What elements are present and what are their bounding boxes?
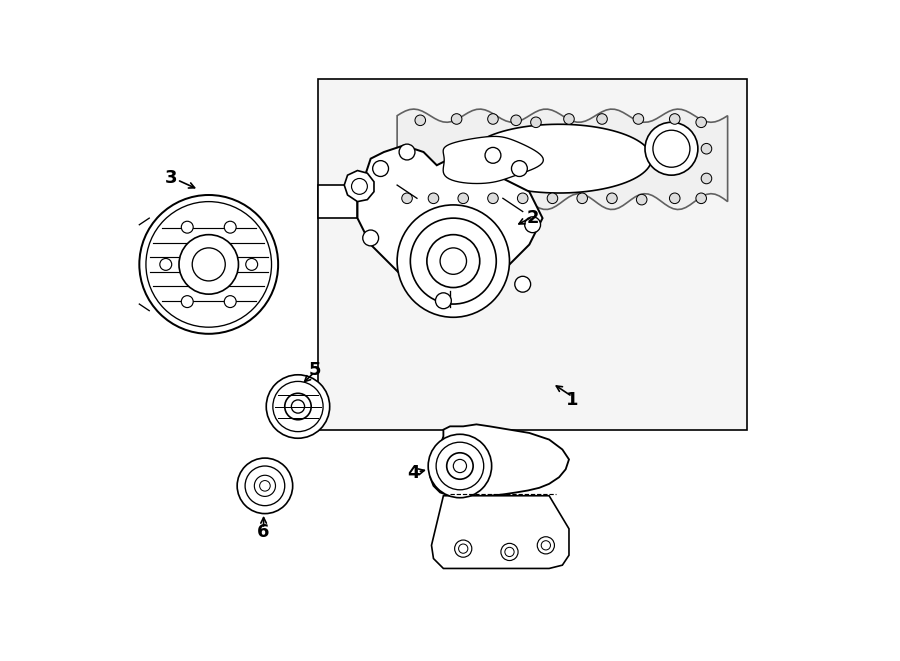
- Circle shape: [577, 193, 588, 204]
- Circle shape: [446, 453, 473, 479]
- Circle shape: [436, 293, 451, 309]
- Circle shape: [146, 202, 272, 327]
- Circle shape: [428, 434, 491, 498]
- Circle shape: [607, 193, 617, 204]
- Circle shape: [363, 230, 379, 246]
- Circle shape: [181, 295, 194, 307]
- Text: 6: 6: [257, 523, 270, 541]
- Polygon shape: [443, 136, 544, 184]
- Circle shape: [485, 147, 501, 163]
- Polygon shape: [318, 79, 747, 430]
- Circle shape: [633, 114, 643, 124]
- Circle shape: [428, 193, 439, 204]
- Circle shape: [399, 144, 415, 160]
- Circle shape: [531, 117, 541, 128]
- Circle shape: [501, 543, 518, 561]
- Circle shape: [179, 235, 239, 294]
- Circle shape: [436, 442, 483, 490]
- Circle shape: [511, 161, 527, 176]
- Circle shape: [140, 195, 278, 334]
- Circle shape: [636, 194, 647, 205]
- Circle shape: [454, 459, 466, 473]
- Polygon shape: [430, 424, 569, 497]
- Polygon shape: [431, 496, 569, 568]
- Circle shape: [415, 115, 426, 126]
- Circle shape: [454, 540, 472, 557]
- Circle shape: [224, 295, 236, 307]
- Circle shape: [537, 537, 554, 554]
- Circle shape: [373, 161, 389, 176]
- Circle shape: [645, 122, 698, 175]
- Circle shape: [563, 114, 574, 124]
- Circle shape: [451, 114, 462, 124]
- Circle shape: [181, 221, 194, 233]
- Circle shape: [160, 258, 172, 270]
- Polygon shape: [318, 185, 357, 218]
- Circle shape: [193, 248, 225, 281]
- Circle shape: [273, 381, 323, 432]
- Circle shape: [245, 466, 284, 506]
- Circle shape: [488, 193, 499, 204]
- Circle shape: [670, 114, 680, 124]
- Circle shape: [458, 193, 469, 204]
- Text: 1: 1: [566, 391, 579, 409]
- Text: 4: 4: [408, 463, 420, 482]
- Text: 2: 2: [526, 209, 539, 227]
- Text: 5: 5: [308, 361, 320, 379]
- Circle shape: [292, 400, 304, 413]
- Polygon shape: [344, 171, 374, 202]
- Circle shape: [696, 117, 706, 128]
- Circle shape: [597, 114, 608, 124]
- Circle shape: [238, 458, 292, 514]
- Circle shape: [670, 193, 680, 204]
- Circle shape: [515, 276, 531, 292]
- Polygon shape: [397, 109, 727, 210]
- Circle shape: [547, 193, 558, 204]
- Circle shape: [401, 193, 412, 204]
- Circle shape: [440, 248, 466, 274]
- Circle shape: [255, 475, 275, 496]
- Circle shape: [284, 393, 311, 420]
- Circle shape: [652, 130, 690, 167]
- Circle shape: [397, 205, 509, 317]
- Circle shape: [459, 544, 468, 553]
- Circle shape: [541, 541, 551, 550]
- Circle shape: [427, 235, 480, 288]
- Circle shape: [696, 193, 706, 204]
- Circle shape: [488, 114, 499, 124]
- Circle shape: [505, 547, 514, 557]
- Circle shape: [266, 375, 329, 438]
- Circle shape: [701, 143, 712, 154]
- Text: 3: 3: [165, 169, 177, 188]
- Circle shape: [511, 115, 521, 126]
- Polygon shape: [466, 124, 652, 193]
- Polygon shape: [357, 145, 543, 311]
- Circle shape: [259, 481, 270, 491]
- Circle shape: [701, 173, 712, 184]
- Circle shape: [224, 221, 236, 233]
- Circle shape: [246, 258, 257, 270]
- Circle shape: [518, 193, 528, 204]
- Circle shape: [410, 218, 496, 304]
- Circle shape: [525, 217, 541, 233]
